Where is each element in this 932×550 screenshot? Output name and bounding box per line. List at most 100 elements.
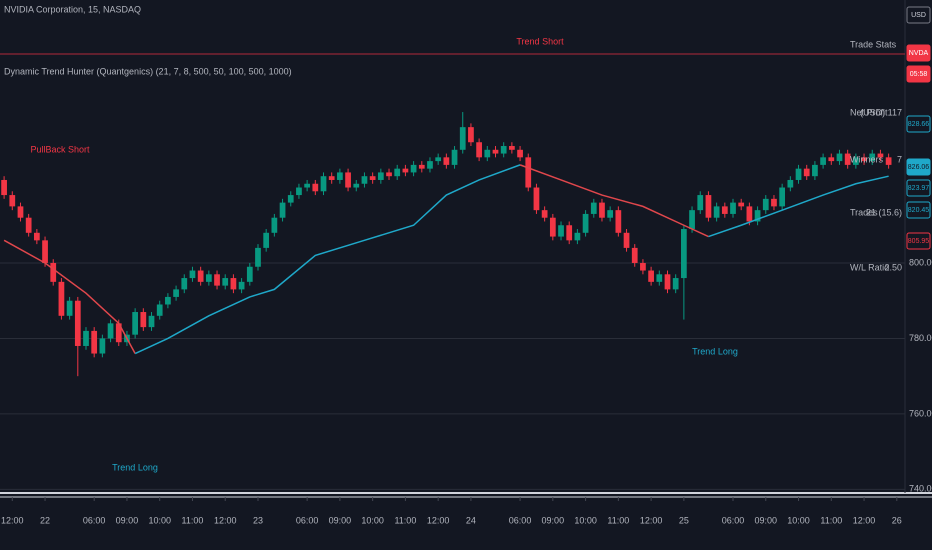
candle-body	[238, 281, 245, 290]
candle-body	[705, 195, 712, 218]
price-tag: 05:58	[910, 71, 928, 78]
candle-body	[828, 157, 835, 162]
price-tag-box	[906, 44, 931, 62]
x-tick-label: 11:00	[820, 515, 842, 525]
price-tag: 823.97	[908, 185, 930, 192]
x-tick-label: 12:00	[1, 515, 24, 525]
x-tick-label: 12:00	[427, 515, 450, 525]
candle-body	[615, 210, 622, 233]
stats-label: W/L Ratio	[850, 262, 889, 272]
candle-body	[402, 168, 409, 173]
candle-body	[386, 172, 392, 177]
plot	[1, 112, 892, 377]
x-tick-label: 06:00	[296, 515, 319, 525]
candle-body	[312, 183, 319, 192]
candle-body	[74, 300, 81, 346]
indicator-title: Dynamic Trend Hunter (Quantgenics) (21, …	[4, 66, 292, 76]
candle-body	[132, 312, 139, 335]
candle-body	[836, 153, 843, 162]
stats-label: Trades	[850, 207, 878, 217]
price-tag: 805.95	[908, 238, 930, 245]
candle-body	[697, 195, 704, 211]
candle-body	[484, 149, 491, 158]
candle-body	[230, 278, 237, 290]
candle-body	[33, 232, 40, 241]
candle-body	[304, 183, 310, 188]
candle-body	[664, 274, 671, 290]
candle-body	[418, 164, 425, 169]
candle-body	[533, 187, 540, 211]
x-tick-label: 10:00	[787, 515, 810, 525]
signal-label: Trend Long	[112, 462, 158, 472]
candle-body	[844, 153, 851, 165]
trend-line	[134, 164, 521, 355]
candle-body	[427, 161, 433, 169]
x-tick-label: 10:00	[361, 515, 384, 525]
y-tick-label: 780.00	[909, 333, 932, 343]
candle-body	[885, 157, 892, 165]
candle-body	[9, 195, 16, 207]
y-tick-label: 800.00	[909, 257, 932, 267]
stats-value: 2.50	[884, 262, 902, 272]
candle-body	[738, 202, 745, 207]
candle-body	[656, 274, 663, 282]
candle-body	[443, 157, 450, 165]
signal-label: Trend Short	[516, 36, 564, 46]
candle-body	[369, 176, 376, 180]
candle-body	[246, 266, 253, 282]
candle-body	[541, 210, 548, 218]
candle-body	[83, 330, 89, 346]
candle-body	[189, 270, 196, 279]
symbol-title: NVIDIA Corporation, 15, NASDAQ	[4, 4, 141, 14]
x-tick-label: 10:00	[148, 515, 171, 525]
candle-body	[746, 206, 753, 222]
candle-body	[590, 202, 597, 214]
price-tag: 820.45	[908, 207, 930, 214]
candle-body	[99, 338, 106, 354]
candle-body	[877, 153, 884, 158]
candle-body	[320, 176, 327, 192]
x-tick-label: 09:00	[116, 515, 139, 525]
candle-body	[263, 232, 270, 248]
x-tick-label: 24	[466, 515, 476, 525]
signal-label: Trend Long	[692, 346, 738, 356]
candle-body	[115, 323, 122, 343]
candle-body	[42, 240, 48, 263]
x-tick-label: 06:00	[722, 515, 745, 525]
candle-body	[25, 217, 32, 233]
candle-body	[713, 206, 720, 218]
candle-body	[779, 187, 786, 207]
candle-body	[492, 149, 499, 154]
price-tag-box	[906, 6, 931, 24]
candle-body	[214, 274, 220, 286]
price-tag-box	[906, 158, 931, 176]
candle-body	[640, 262, 646, 271]
candle-body	[468, 127, 474, 143]
candle-body	[582, 213, 589, 233]
candle-body	[377, 172, 384, 180]
stats-value: 21 (15.6)	[866, 207, 902, 217]
stats-title: Trade Stats	[850, 39, 897, 49]
x-tick-label: 09:00	[542, 515, 565, 525]
x-tick-label: 11:00	[394, 515, 416, 525]
y-tick-label: 740.00	[909, 484, 932, 494]
candle-body	[672, 278, 679, 290]
candle-body	[1, 179, 7, 196]
candle-body	[771, 198, 777, 207]
candle-body	[353, 183, 360, 188]
candle-body	[394, 168, 401, 177]
candle-body	[271, 217, 278, 233]
candle-body	[58, 281, 65, 316]
x-tick-label: 11:00	[182, 515, 204, 525]
candle-body	[787, 179, 794, 188]
candle-body	[173, 289, 179, 297]
candle-body	[820, 157, 826, 165]
candle-body	[148, 315, 155, 328]
candle-body	[574, 232, 581, 241]
x-tick-label: 06:00	[83, 515, 106, 525]
price-tag: 826.06	[908, 164, 930, 171]
candle-body	[730, 202, 736, 214]
candle-body	[17, 206, 24, 218]
candle-body	[803, 168, 810, 177]
